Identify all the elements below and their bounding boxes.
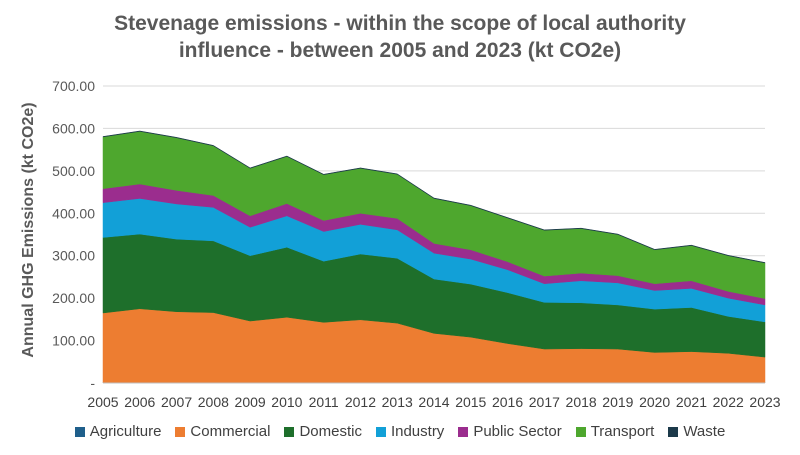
x-tick-label: 2015 (455, 394, 486, 410)
legend-item-transport: Transport (575, 423, 655, 440)
legend-item-industry: Industry (375, 423, 445, 440)
legend-swatch (284, 426, 295, 437)
x-tick-label: 2017 (529, 394, 560, 410)
legend-swatch (575, 426, 586, 437)
x-tick-label: 2011 (309, 394, 339, 410)
x-tick-label: 2006 (124, 394, 155, 410)
x-tick-label: 2010 (271, 394, 302, 410)
x-tick-label: 2021 (676, 394, 707, 410)
x-tick-label: 2012 (345, 394, 376, 410)
x-tick-label: 2007 (161, 394, 192, 410)
legend-label: Waste (683, 423, 726, 440)
series-area-waste (102, 130, 766, 264)
legend-swatch (375, 426, 386, 437)
chart-title-line-2: influence - between 2005 and 2023 (kt CO… (178, 39, 622, 62)
y-tick-label: - (90, 375, 95, 391)
legend-item-domestic: Domestic (284, 423, 362, 440)
legend-label: Commercial (190, 423, 271, 440)
x-tick-label: 2016 (492, 394, 523, 410)
x-tick-label: 2022 (713, 394, 744, 410)
legend-swatch (74, 426, 85, 437)
legend-label: Agriculture (89, 423, 162, 440)
legend-swatch (175, 426, 186, 437)
chart-legend: Agriculture Commercial Domestic Industry Pub… (0, 423, 800, 440)
y-tick-label: 200.00 (52, 290, 95, 306)
y-tick-label: 700.00 (52, 78, 95, 94)
x-tick-label: 2020 (639, 394, 670, 410)
legend-swatch (668, 426, 679, 437)
x-tick-label: 2014 (418, 394, 449, 410)
legend-label: Domestic (299, 423, 362, 440)
y-tick-label: 400.00 (52, 205, 95, 221)
legend-label: Transport (590, 423, 655, 440)
x-tick-label: 2019 (602, 394, 633, 410)
y-tick-label: 600.00 (52, 120, 95, 136)
chart-title-line-1: Stevenage emissions - within the scope o… (114, 12, 686, 35)
x-tick-label: 2008 (198, 394, 229, 410)
y-tick-label: 500.00 (52, 163, 95, 179)
legend-label: Industry (390, 423, 445, 440)
x-tick-label: 2018 (566, 394, 597, 410)
x-tick-label: 2009 (235, 394, 266, 410)
y-tick-label: 100.00 (52, 333, 95, 349)
x-tick-label: 2013 (382, 394, 413, 410)
x-tick-label: 2023 (749, 394, 780, 410)
legend-item-agriculture: Agriculture (74, 423, 162, 440)
legend-item-commercial: Commercial (175, 423, 270, 440)
legend-item-public-sector: Public Sector (458, 423, 562, 440)
legend-item-waste: Waste (668, 423, 725, 440)
y-tick-label: 300.00 (52, 248, 95, 264)
x-tick-label: 2005 (87, 394, 118, 410)
chart-title: Stevenage emissions - within the scope o… (0, 10, 800, 64)
legend-label: Public Sector (473, 423, 562, 440)
legend-swatch (458, 426, 469, 437)
